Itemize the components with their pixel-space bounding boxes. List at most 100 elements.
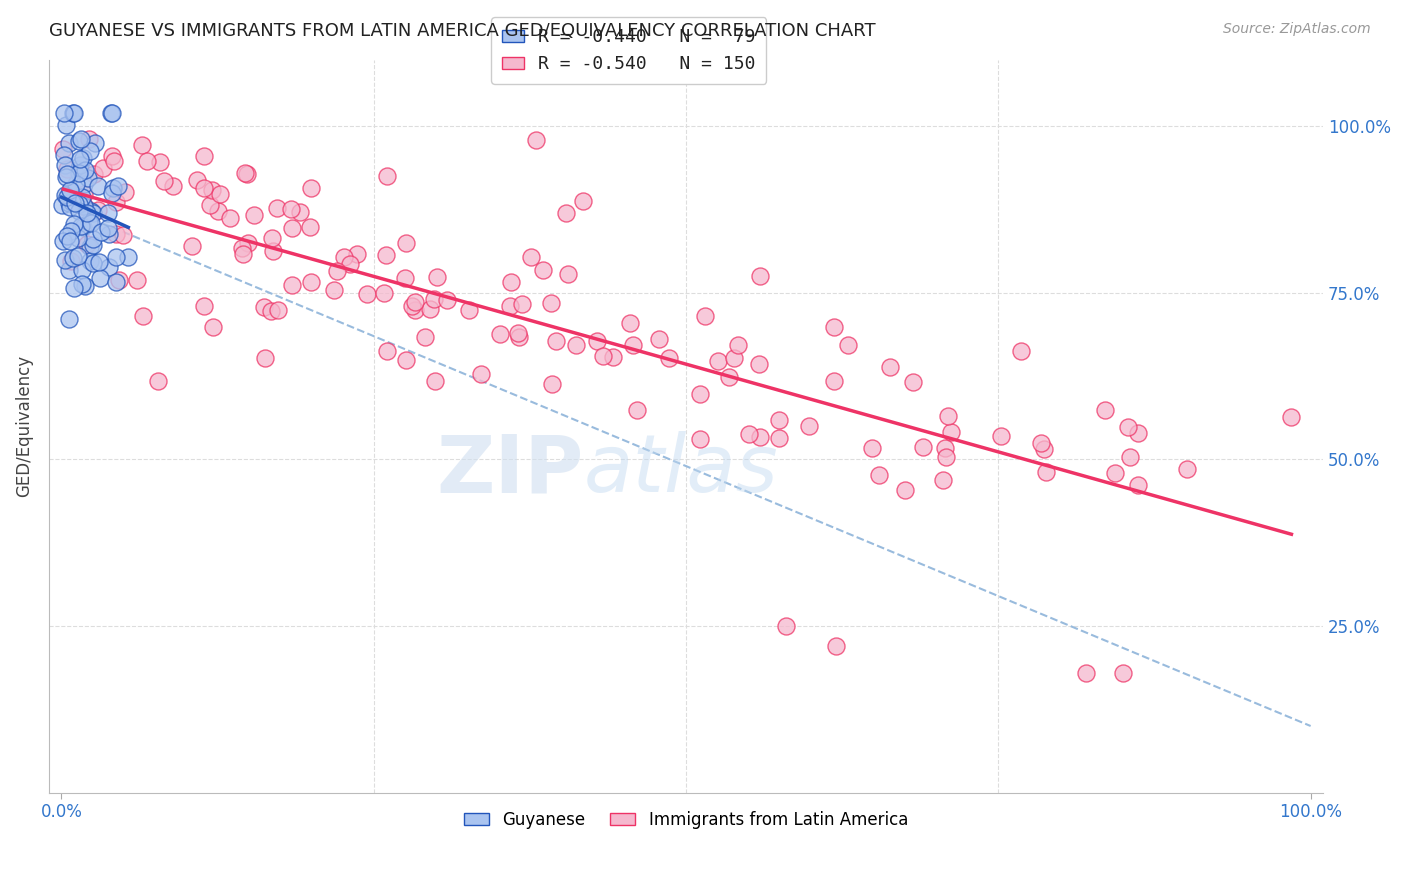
Point <box>60 194 83 209</box>
Point <box>592 349 614 363</box>
Point <box>235 167 257 181</box>
Point <box>602 350 624 364</box>
Point <box>97 221 120 235</box>
Point <box>55 228 77 243</box>
Point <box>1029 436 1052 450</box>
Point <box>738 426 761 441</box>
Point <box>70 277 93 291</box>
Point <box>52 142 75 156</box>
Point <box>299 220 322 235</box>
Point <box>299 275 322 289</box>
Point <box>395 353 418 368</box>
Point <box>59 191 82 205</box>
Point <box>131 310 153 324</box>
Point <box>648 332 671 346</box>
Point <box>198 197 221 211</box>
Point <box>823 374 845 388</box>
Point <box>79 253 101 268</box>
Point <box>58 263 80 277</box>
Point <box>868 467 890 482</box>
Point <box>82 232 104 246</box>
Point <box>75 162 97 177</box>
Point <box>1032 442 1054 456</box>
Point <box>658 351 681 366</box>
Point <box>72 151 94 165</box>
Point <box>557 267 579 281</box>
Point <box>426 270 449 285</box>
Point <box>101 149 124 163</box>
Text: Source: ZipAtlas.com: Source: ZipAtlas.com <box>1223 22 1371 37</box>
Point <box>941 425 963 439</box>
Point <box>254 351 277 366</box>
Point <box>768 431 790 445</box>
Point <box>104 276 127 290</box>
Point <box>101 180 124 194</box>
Point <box>90 225 112 239</box>
Point <box>356 286 378 301</box>
Point <box>53 252 76 267</box>
Point <box>231 241 253 255</box>
Point <box>932 473 955 487</box>
Point <box>73 187 96 202</box>
Point <box>489 327 512 342</box>
Point <box>425 374 447 388</box>
Point <box>53 148 76 162</box>
Point <box>59 184 82 198</box>
Point <box>260 303 283 318</box>
Point <box>76 205 98 219</box>
Point <box>506 326 529 340</box>
Point <box>219 211 242 226</box>
Point <box>66 231 89 245</box>
Point <box>87 179 110 194</box>
Point <box>695 310 717 324</box>
Point <box>1281 410 1303 425</box>
Point <box>723 351 745 366</box>
Point <box>76 237 98 252</box>
Point <box>990 429 1012 443</box>
Point <box>280 202 302 217</box>
Point <box>775 619 797 633</box>
Point <box>934 441 956 455</box>
Point <box>63 217 86 231</box>
Point <box>65 196 87 211</box>
Point <box>83 167 105 181</box>
Point <box>519 251 541 265</box>
Point <box>181 238 204 252</box>
Point <box>1094 403 1116 417</box>
Point <box>209 186 232 201</box>
Point <box>55 118 77 132</box>
Point <box>1074 665 1097 680</box>
Point <box>626 402 648 417</box>
Point <box>117 250 139 264</box>
Point <box>67 204 90 219</box>
Point <box>87 203 110 218</box>
Point <box>70 190 93 204</box>
Point <box>458 303 481 318</box>
Point <box>82 206 104 220</box>
Point <box>253 300 276 314</box>
Point <box>146 374 169 388</box>
Point <box>98 260 121 274</box>
Point <box>404 295 426 310</box>
Point <box>193 181 215 195</box>
Point <box>100 106 122 120</box>
Point <box>207 204 229 219</box>
Point <box>894 483 917 498</box>
Point <box>186 172 208 186</box>
Point <box>419 302 441 317</box>
Point <box>162 179 184 194</box>
Point <box>201 319 224 334</box>
Point <box>540 295 562 310</box>
Point <box>499 299 522 313</box>
Point <box>60 253 83 268</box>
Point <box>101 186 124 200</box>
Point <box>901 375 924 389</box>
Point <box>59 234 82 248</box>
Point <box>91 161 114 175</box>
Point <box>823 319 845 334</box>
Point <box>1118 420 1140 434</box>
Point <box>415 330 437 344</box>
Point <box>281 220 304 235</box>
Point <box>233 166 256 180</box>
Point <box>58 136 80 150</box>
